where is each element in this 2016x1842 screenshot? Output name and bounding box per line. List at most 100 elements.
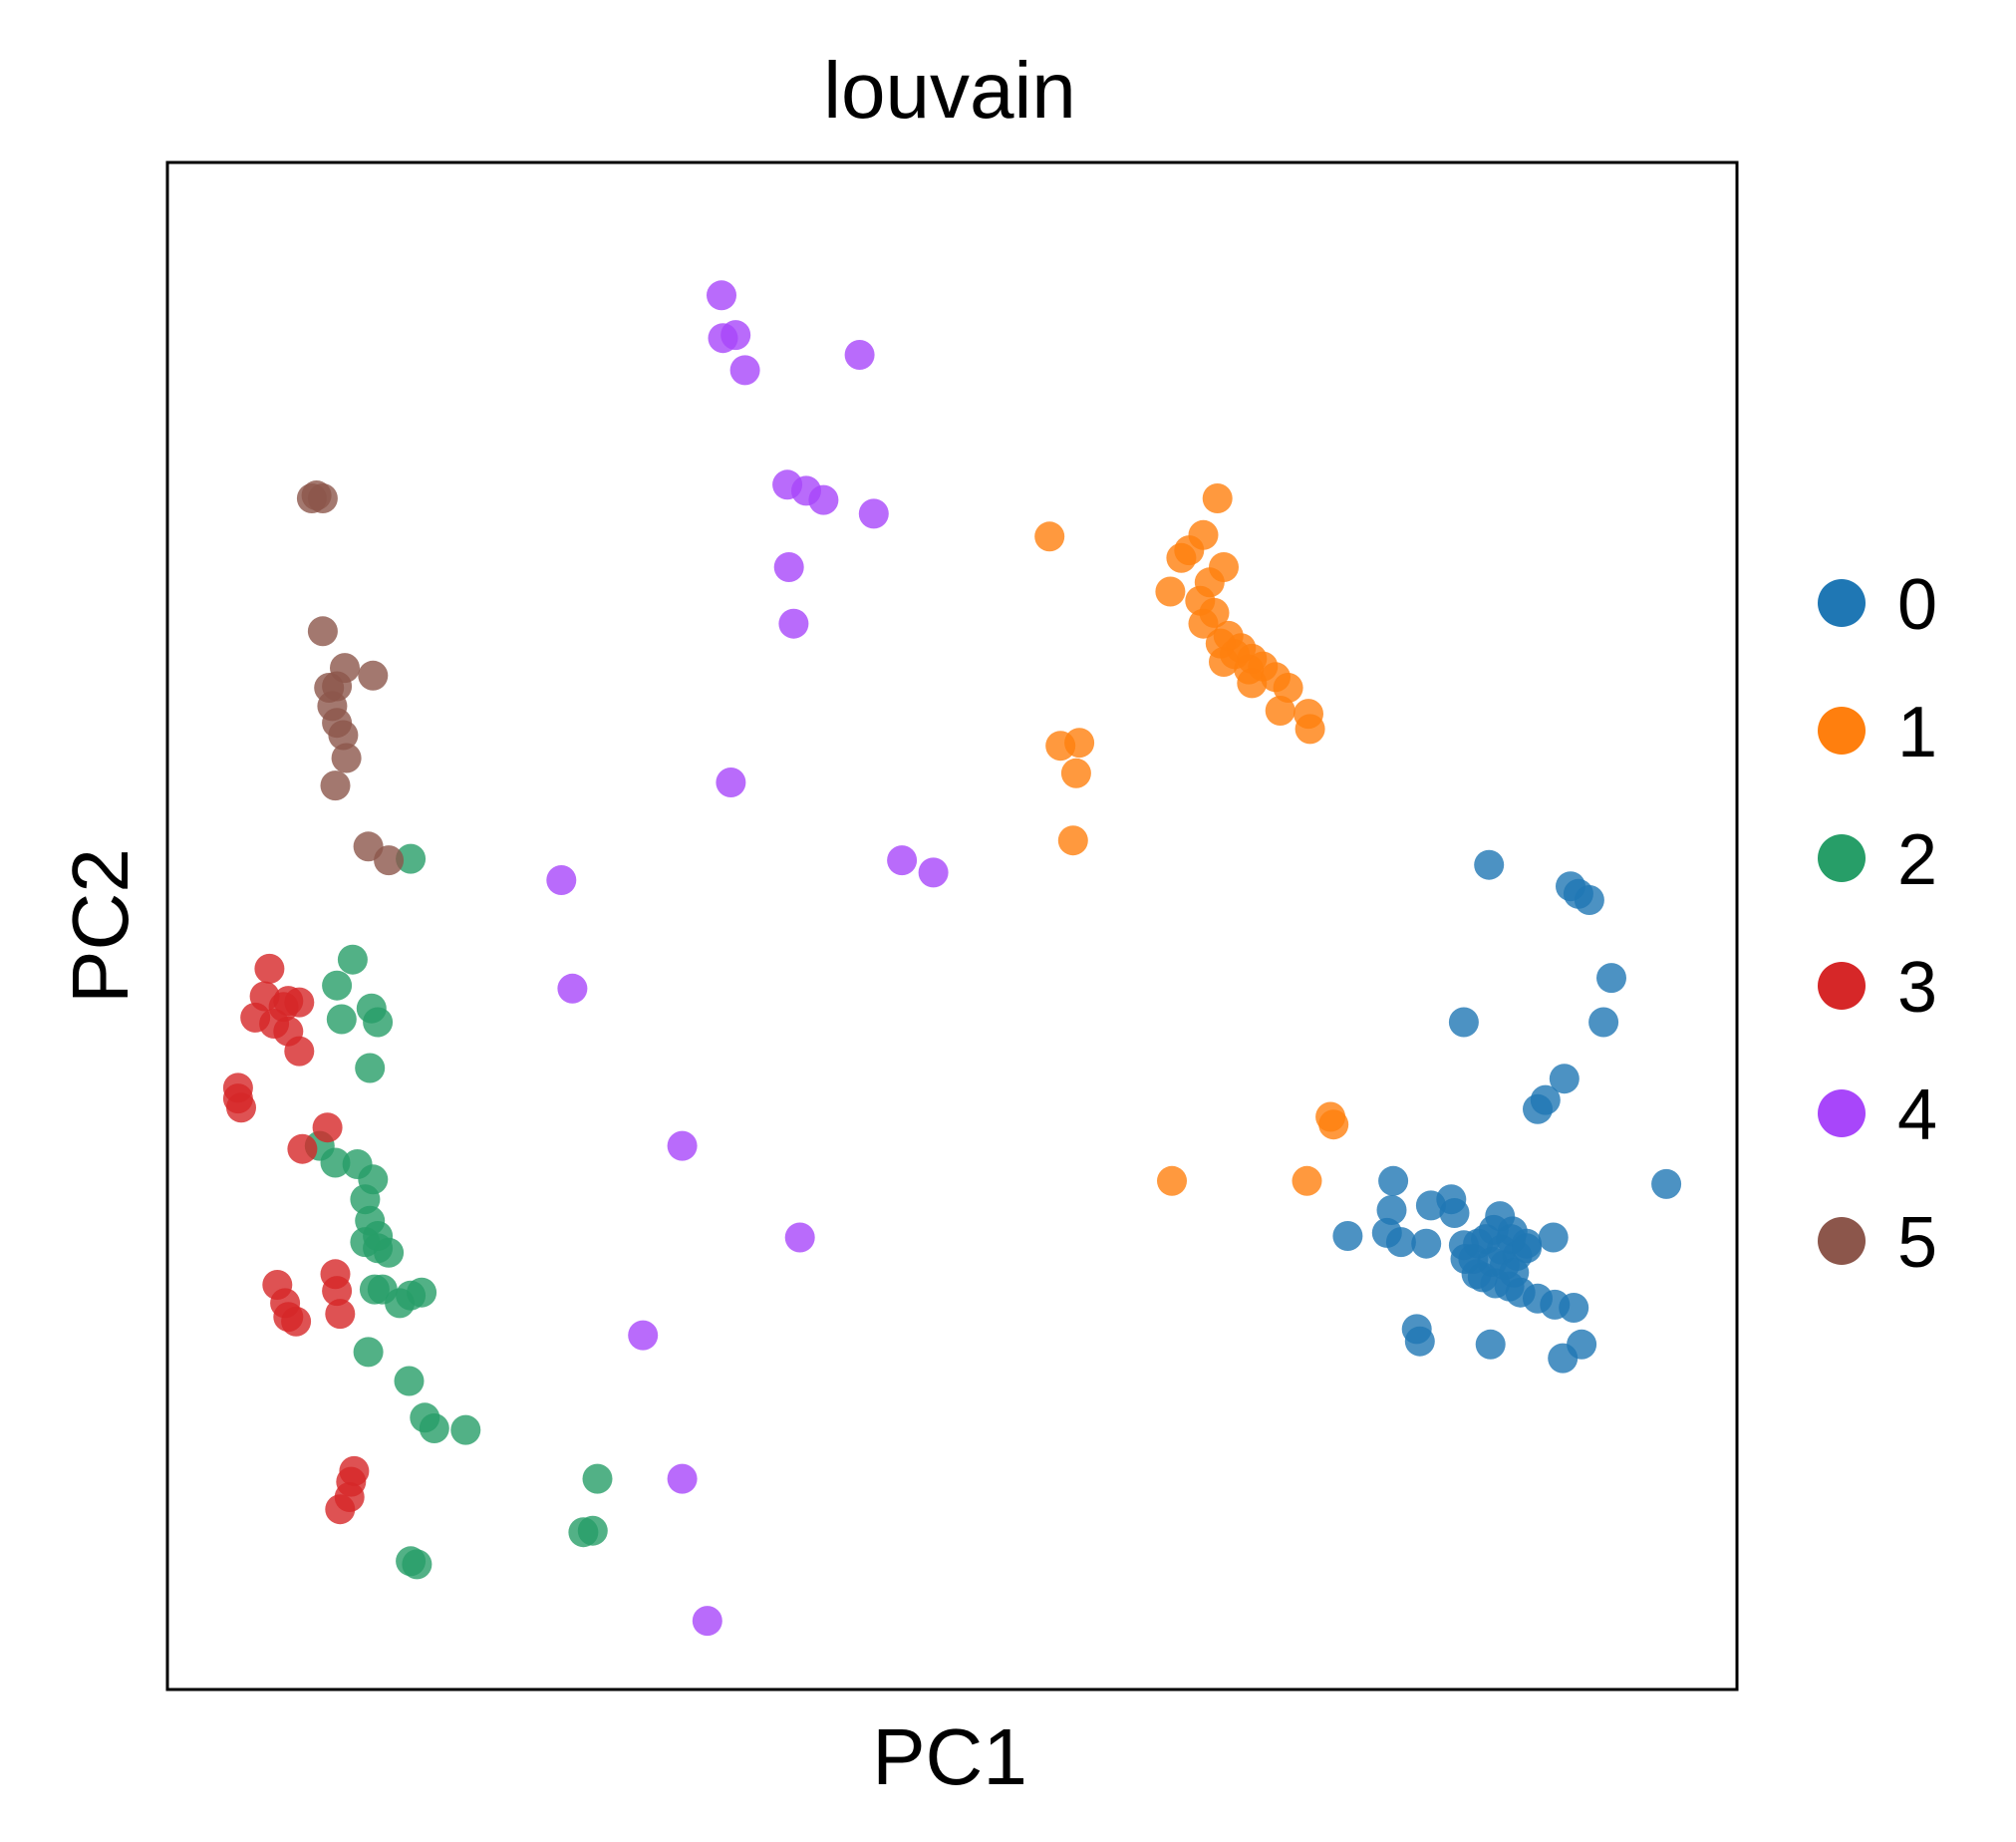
series-0 [1332, 849, 1682, 1374]
point-3-18 [281, 1306, 312, 1337]
point-2-29 [577, 1515, 608, 1546]
point-4-20 [692, 1606, 722, 1637]
point-4-17 [784, 1222, 815, 1253]
series-1 [1034, 483, 1349, 1196]
point-0-47 [1512, 1233, 1542, 1264]
point-2-6 [355, 1053, 386, 1083]
point-3-24 [325, 1494, 356, 1525]
point-2-23 [353, 1337, 384, 1368]
legend-marker-0 [1818, 579, 1866, 627]
point-4-4 [844, 340, 875, 370]
point-2-21 [407, 1277, 437, 1308]
point-4-2 [720, 320, 751, 351]
series-2 [304, 843, 613, 1580]
point-4-11 [716, 768, 746, 797]
point-0-3 [1563, 878, 1593, 909]
point-4-19 [667, 1463, 698, 1494]
point-1-0 [1202, 483, 1233, 513]
point-3-13 [287, 1133, 318, 1164]
point-4-13 [918, 857, 949, 888]
point-0-14 [1376, 1195, 1407, 1225]
point-5-3 [307, 616, 338, 647]
point-0-19 [1332, 1221, 1363, 1251]
point-3-8 [284, 1036, 315, 1067]
point-2-0 [396, 843, 427, 874]
point-1-28 [1057, 825, 1088, 856]
point-0-18 [1385, 1227, 1416, 1258]
point-4-0 [707, 280, 736, 311]
point-3-11 [226, 1092, 256, 1123]
point-0-0 [1474, 849, 1505, 880]
point-3-0 [254, 953, 285, 984]
legend-label-5: 5 [1897, 1203, 1937, 1283]
point-1-17 [1273, 673, 1303, 703]
point-4-8 [858, 498, 889, 529]
point-1-29 [1157, 1165, 1187, 1196]
point-1-21 [1265, 696, 1296, 726]
legend: 0 1 2 3 4 5 [1818, 565, 1937, 1283]
point-0-11 [1378, 1165, 1409, 1196]
point-4-3 [729, 355, 760, 386]
point-0-6 [1588, 1007, 1619, 1038]
point-1-20 [1209, 647, 1239, 677]
point-0-40 [1475, 1329, 1506, 1360]
point-2-3 [326, 1004, 357, 1035]
series-3 [222, 953, 370, 1525]
legend-marker-4 [1818, 1089, 1866, 1137]
point-1-26 [1064, 728, 1095, 759]
point-2-1 [337, 944, 368, 975]
point-2-20 [367, 1274, 398, 1305]
point-4-9 [773, 552, 804, 582]
point-4-7 [808, 484, 839, 515]
point-0-42 [1567, 1329, 1597, 1360]
point-0-49 [1450, 1244, 1481, 1274]
point-0-39 [1404, 1326, 1435, 1357]
point-0-10 [1651, 1168, 1682, 1199]
point-5-12 [320, 770, 351, 801]
point-2-22 [394, 1366, 425, 1396]
series-4 [546, 280, 949, 1637]
point-4-15 [557, 973, 588, 1004]
chart-title: louvain [823, 46, 1076, 135]
legend-marker-1 [1818, 707, 1866, 755]
legend-marker-5 [1818, 1217, 1866, 1265]
point-0-8 [1523, 1093, 1553, 1124]
point-0-20 [1538, 1222, 1569, 1253]
point-2-2 [322, 970, 353, 1001]
point-1-4 [1174, 535, 1205, 566]
point-2-26 [419, 1413, 449, 1443]
point-1-27 [1060, 758, 1091, 788]
legend-marker-2 [1818, 834, 1866, 882]
point-4-12 [887, 845, 918, 876]
point-1-12 [1188, 608, 1219, 639]
plot-frame [165, 160, 1739, 1691]
point-2-24 [450, 1414, 481, 1445]
point-1-24 [1034, 521, 1065, 552]
legend-label-2: 2 [1897, 820, 1937, 900]
point-3-7 [273, 986, 304, 1017]
point-0-48 [1499, 1257, 1530, 1288]
point-4-14 [546, 865, 577, 895]
point-3-12 [312, 1112, 343, 1143]
series-5 [296, 480, 405, 876]
point-2-16 [374, 1237, 405, 1268]
point-1-32 [1292, 1165, 1322, 1196]
legend-label-0: 0 [1897, 565, 1937, 645]
point-5-2 [301, 480, 332, 510]
point-3-20 [322, 1276, 353, 1307]
point-1-7 [1155, 576, 1186, 607]
legend-marker-3 [1818, 962, 1866, 1010]
point-1-23 [1294, 699, 1323, 730]
point-2-10 [320, 1147, 351, 1178]
points-layer [222, 280, 1682, 1637]
x-axis-label: PC1 [872, 1712, 1027, 1801]
point-3-19 [325, 1299, 356, 1330]
point-4-16 [667, 1130, 698, 1161]
point-0-15 [1415, 1190, 1446, 1221]
point-0-5 [1448, 1007, 1479, 1038]
point-4-18 [628, 1320, 659, 1351]
point-5-5 [358, 660, 389, 691]
point-5-14 [374, 845, 405, 876]
point-1-31 [1318, 1109, 1349, 1140]
